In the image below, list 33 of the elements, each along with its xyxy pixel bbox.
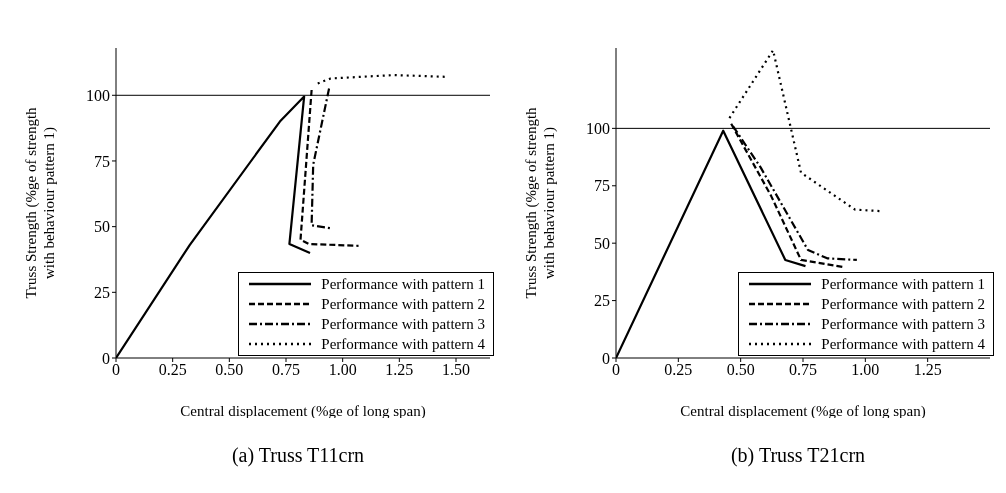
legend-label: Performance with pattern 2 [821,295,985,314]
x-tick-label: 0.25 [664,361,693,379]
x-tick-label: 0.75 [789,361,817,379]
y-tick-label: 75 [94,152,110,170]
text: (a) Truss T11crn [230,444,366,467]
x-tick-label: 0.75 [272,361,300,379]
y-axis-title: Truss Strength (%ge of strength with behaviour pattern 1) [523,106,558,299]
x-tick-label: 0.50 [215,361,244,379]
text: (b) Truss T21crn [729,444,867,467]
legend-label: Performance with pattern 1 [321,275,485,294]
y-tick-label: 0 [102,349,110,367]
legend-label: Performance with pattern 3 [821,315,985,334]
x-tick-label: 0.50 [726,361,755,379]
y-tick-label: 50 [94,218,110,236]
x-tick-label: 1.50 [442,361,470,379]
y-axis-title: Truss Strength (%ge of strength with behaviour pattern 1) [23,106,58,299]
x-tick-label: 1.25 [913,361,942,379]
legend-label: Performance with pattern 4 [821,335,985,354]
x-tick-label: 0.25 [158,361,187,379]
y-tick-label: 100 [86,86,110,104]
y-tick-label: 100 [586,120,610,138]
legend-label: Performance with pattern 2 [321,295,485,314]
y-tick-label: 25 [94,284,110,301]
x-tick-label: 1.25 [385,361,414,379]
y-tick-label: 50 [594,234,610,252]
x-tick-label: 1.00 [328,361,357,379]
legend-label: Performance with pattern 3 [321,315,485,334]
y-tick-label: 75 [594,177,610,195]
y-tick-label: 0 [602,349,610,367]
legend-label: Performance with pattern 1 [821,275,985,294]
legend-label: Performance with pattern 4 [321,335,485,354]
x-tick-label: 1.00 [851,361,880,379]
y-tick-label: 25 [594,292,610,310]
